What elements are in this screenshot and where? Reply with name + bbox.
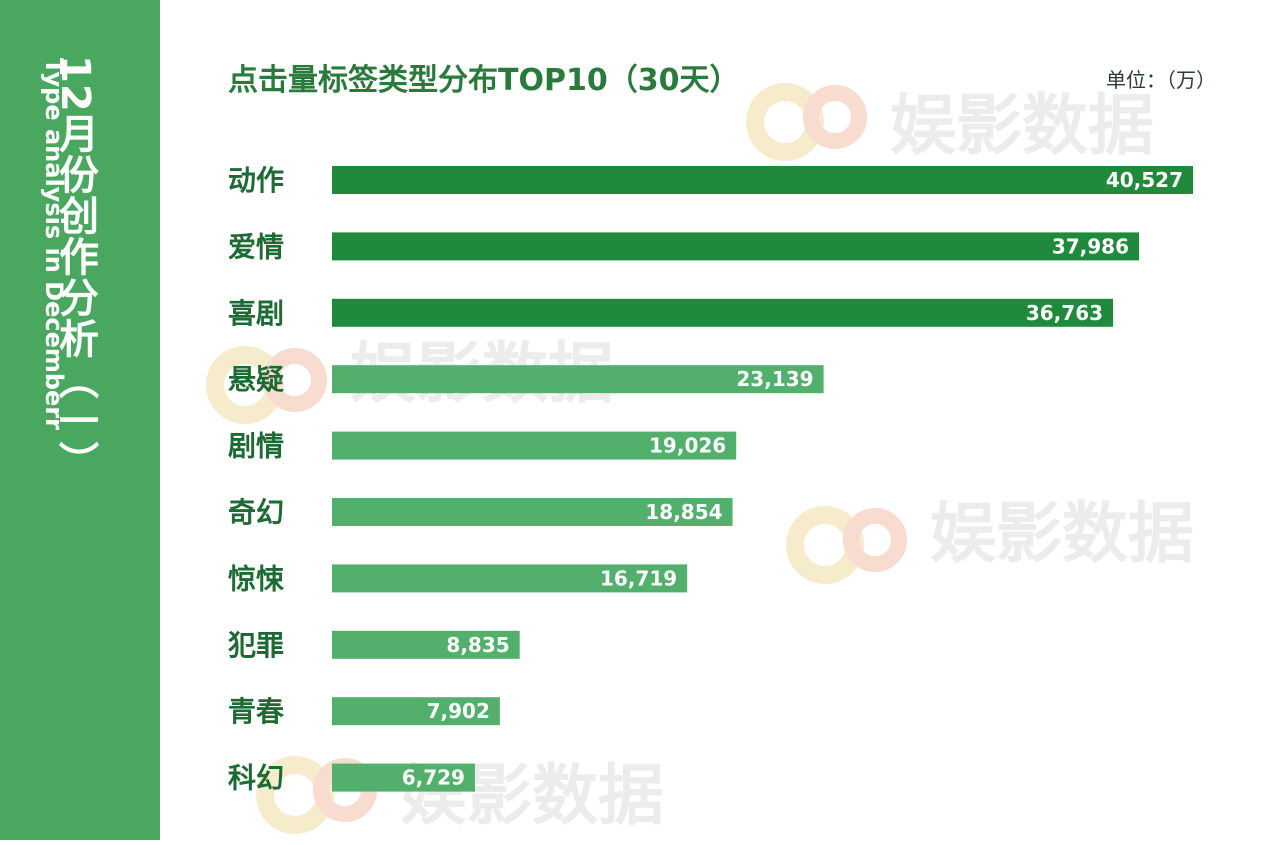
category-label: 爱情 — [228, 230, 284, 263]
unit-label: 单位：（万） — [1106, 68, 1216, 92]
bar — [332, 232, 1140, 261]
bar — [332, 298, 1114, 327]
value-label: 8,835 — [446, 633, 509, 657]
value-label: 19,026 — [649, 434, 726, 458]
value-label: 18,854 — [645, 500, 722, 524]
category-label: 剧情 — [228, 430, 284, 463]
value-label: 37,986 — [1052, 234, 1129, 258]
sidebar: 12月份创作分析（一） Type analysis in Decemberr — [0, 0, 160, 840]
bar — [332, 763, 475, 792]
bar — [332, 166, 1193, 194]
sidebar-subtitle: Type analysis in Decemberr — [40, 58, 68, 430]
bar — [332, 630, 520, 659]
category-label: 犯罪 — [227, 629, 284, 662]
chart-title: 点击量标签类型分布TOP10（30天） — [228, 63, 740, 98]
value-label: 36,763 — [1026, 301, 1103, 325]
category-label: 动作 — [228, 164, 284, 197]
category-label: 喜剧 — [228, 297, 284, 330]
category-label: 悬疑 — [228, 363, 284, 396]
bar — [332, 498, 733, 526]
value-label: 23,139 — [736, 367, 813, 391]
bar — [332, 564, 688, 593]
value-label: 40,527 — [1106, 168, 1183, 192]
category-label: 科幻 — [228, 762, 284, 795]
value-label: 7,902 — [427, 699, 490, 723]
value-label: 6,729 — [402, 766, 465, 790]
category-label: 青春 — [228, 695, 284, 728]
bar — [332, 697, 500, 726]
bar — [332, 365, 824, 394]
value-label: 16,719 — [600, 566, 677, 590]
bar — [332, 431, 737, 460]
sidebar-title: 12月份创作分析（一） — [52, 55, 98, 482]
category-label: 奇幻 — [228, 496, 284, 529]
category-label: 惊悚 — [228, 562, 285, 595]
